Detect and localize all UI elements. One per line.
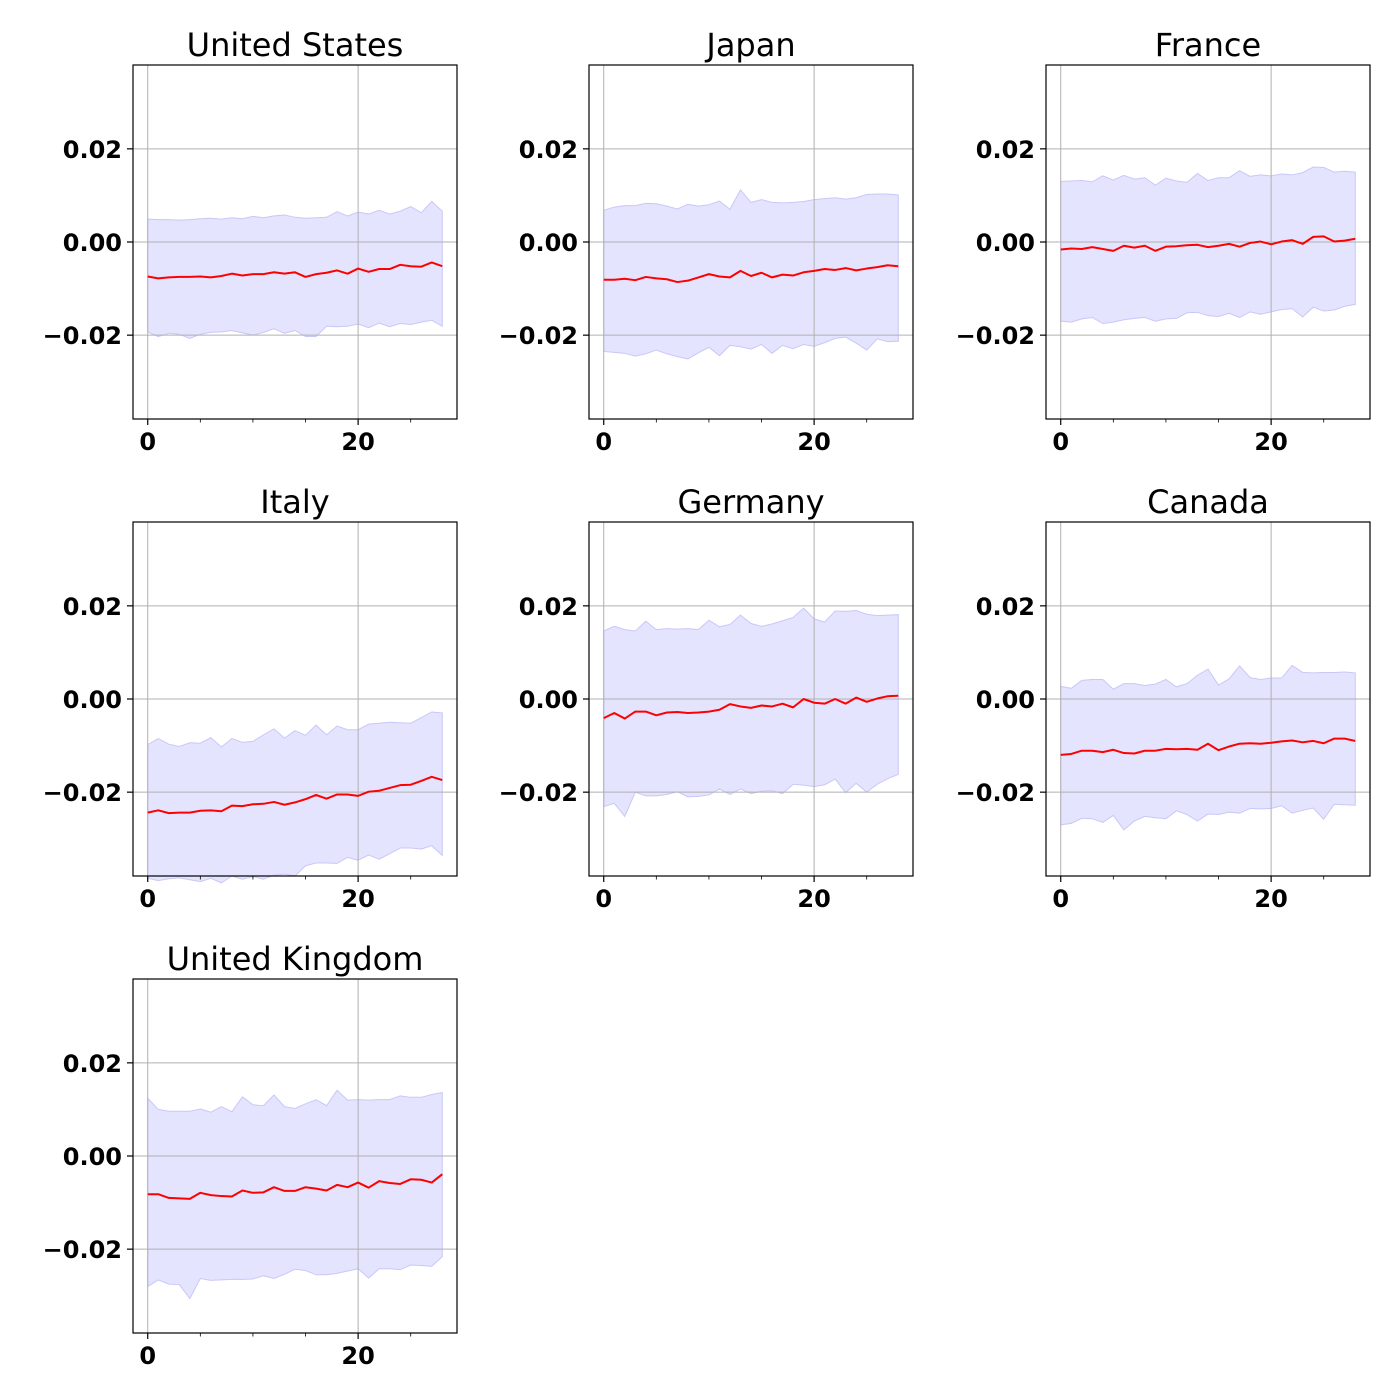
x-tick-label: 20 [1254, 428, 1287, 456]
x-tick-label: 0 [139, 428, 156, 456]
x-tick-label: 0 [595, 885, 612, 913]
y-tick-label: 0.02 [519, 593, 578, 621]
panel-title: France [1155, 26, 1261, 64]
panel-title: United Kingdom [167, 940, 424, 978]
y-tick-label: 0.00 [63, 1143, 122, 1171]
confidence-band [147, 711, 443, 884]
y-tick-label: −0.02 [43, 779, 122, 807]
mean-line [603, 694, 899, 720]
y-tick-label: −0.02 [499, 779, 578, 807]
x-tick-label: 0 [139, 1342, 156, 1370]
panel-united-states: United States 0 20 −0.02 0.00 0.02 [43, 26, 458, 456]
panel-title: United States [187, 26, 404, 64]
x-tick-label: 0 [1052, 428, 1069, 456]
mean-line [147, 775, 443, 815]
panel-title: Japan [704, 26, 795, 64]
x-tick-label: 0 [1052, 885, 1069, 913]
y-tick-label: −0.02 [43, 322, 122, 350]
mean-line [147, 1173, 443, 1200]
panel-united-kingdom: United Kingdom 0 20 −0.02 0.00 0.02 [43, 940, 458, 1370]
mean-line [603, 264, 899, 284]
panel-germany: Germany 0 20 −0.02 0.00 0.02 [499, 483, 914, 913]
confidence-band [1060, 664, 1356, 831]
confidence-band [147, 1089, 443, 1300]
y-tick-label: 0.02 [63, 136, 122, 164]
y-tick-label: 0.00 [519, 229, 578, 257]
x-tick-label: 20 [341, 1342, 374, 1370]
y-tick-label: 0.02 [519, 136, 578, 164]
panel-title: Italy [260, 483, 329, 521]
x-tick-label: 0 [139, 885, 156, 913]
x-tick-label: 20 [341, 885, 374, 913]
x-tick-label: 20 [341, 428, 374, 456]
panel-japan: Japan 0 20 −0.02 0.00 0.02 [499, 26, 914, 456]
confidence-band [603, 188, 899, 360]
x-tick-label: 20 [1254, 885, 1287, 913]
x-tick-label: 20 [797, 428, 830, 456]
y-tick-label: −0.02 [499, 322, 578, 350]
panel-title: Germany [677, 483, 824, 521]
y-tick-label: 0.02 [63, 593, 122, 621]
mean-line [1060, 235, 1356, 252]
x-tick-label: 20 [797, 885, 830, 913]
y-tick-label: 0.00 [63, 229, 122, 257]
panel-italy: Italy 0 20 −0.02 0.00 0.02 [43, 483, 458, 913]
y-tick-label: 0.02 [976, 136, 1035, 164]
confidence-band [1060, 166, 1356, 325]
y-tick-label: −0.02 [43, 1236, 122, 1264]
panel-title: Canada [1147, 483, 1269, 521]
y-tick-label: 0.00 [519, 686, 578, 714]
y-tick-label: 0.00 [976, 229, 1035, 257]
y-tick-label: 0.00 [976, 686, 1035, 714]
confidence-band [603, 607, 899, 818]
y-tick-label: 0.02 [976, 593, 1035, 621]
confidence-band [147, 200, 443, 339]
y-tick-label: −0.02 [956, 779, 1035, 807]
y-tick-label: −0.02 [956, 322, 1035, 350]
panel-france: France 0 20 −0.02 0.00 0.02 [956, 26, 1371, 456]
mean-line [147, 261, 443, 280]
x-tick-label: 0 [595, 428, 612, 456]
y-tick-label: 0.02 [63, 1050, 122, 1078]
y-tick-label: 0.00 [63, 686, 122, 714]
mean-line [1060, 737, 1356, 756]
panel-canada: Canada 0 20 −0.02 0.00 0.02 [956, 483, 1371, 913]
